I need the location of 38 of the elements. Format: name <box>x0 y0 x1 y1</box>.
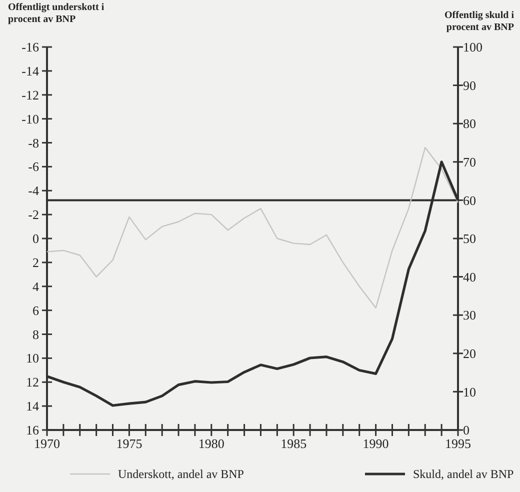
y-tick-label: -10 <box>22 111 39 126</box>
legend-label: Underskott, andel av BNP <box>118 467 244 482</box>
y-tick-label: 14 <box>26 398 40 414</box>
y2-tick-label: 60 <box>463 192 476 208</box>
x-tick-label: 1975 <box>116 436 142 451</box>
y2-tick-label: 80 <box>463 116 476 132</box>
y-tick-label: 0 <box>32 231 39 246</box>
y2-tick-label: 90 <box>463 78 476 93</box>
y-tick-label: 6 <box>32 302 40 318</box>
y2-tick-label: 40 <box>463 269 476 284</box>
y-tick-label: -8 <box>28 135 39 150</box>
x-tick-label: 1995 <box>445 436 471 451</box>
y-tick-label: -14 <box>22 63 40 78</box>
y-tick-label: -2 <box>28 207 39 222</box>
x-tick-label: 1985 <box>280 436 307 451</box>
y-axis-title: Offentligt underskott i procent av BNP <box>8 2 104 25</box>
y-tick-label: 8 <box>32 326 39 342</box>
y2-tick-label: 100 <box>463 40 482 55</box>
y-tick-label: -6 <box>28 159 40 174</box>
y2-tick-label: 50 <box>463 231 476 246</box>
y-tick-label: -16 <box>22 40 40 55</box>
y-tick-label: -12 <box>22 87 39 102</box>
y2-tick-label: 70 <box>463 154 476 170</box>
y-tick-label: 16 <box>26 422 40 438</box>
legend-label: Skuld, andel av BNP <box>413 467 514 482</box>
y2-tick-label: 30 <box>463 308 476 323</box>
y-tick-label: 10 <box>26 350 39 366</box>
y2-tick-label: 0 <box>463 422 470 438</box>
x-tick-label: 1990 <box>362 436 389 451</box>
y2-tick-label: 10 <box>463 384 476 400</box>
y-tick-label: 12 <box>26 374 39 390</box>
y2-axis-title: Offentlig skuld i procent av BNP <box>444 10 514 33</box>
y2-tick-label: 20 <box>463 346 476 361</box>
x-tick-label: 1970 <box>34 436 60 451</box>
y-tick-label: -4 <box>28 183 40 198</box>
x-tick-label: 1980 <box>198 436 224 451</box>
y-tick-label: 4 <box>32 278 40 294</box>
y-tick-label: 2 <box>32 254 39 270</box>
